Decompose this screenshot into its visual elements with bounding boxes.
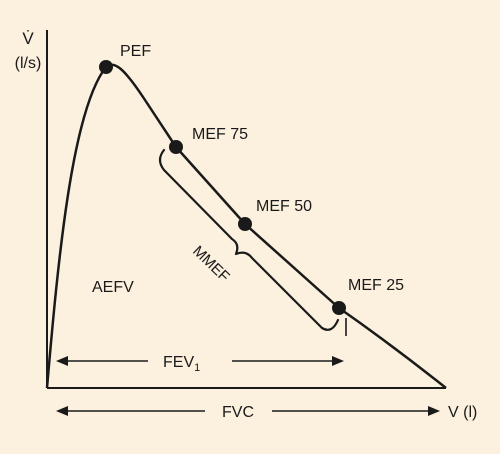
mef75-label: MEF 75 [192, 126, 248, 143]
mef75-point [169, 140, 183, 154]
mef25-label: MEF 25 [348, 277, 404, 294]
pef-point [99, 60, 113, 74]
pef-label: PEF [120, 43, 151, 60]
fev1-label-subscript: 1 [194, 362, 200, 374]
fvc-arrow-right-head [428, 406, 440, 416]
fev1-arrow-left-head [56, 356, 68, 366]
mmef-label: MMEF [189, 243, 233, 286]
y-axis-unit: (l/s) [15, 55, 42, 72]
mef25-point [332, 301, 346, 315]
fev1-arrow-right-head [332, 356, 344, 366]
fev1-label: FEV1 [163, 354, 200, 374]
y-axis-symbol: V̇ [22, 29, 34, 48]
mef50-point [238, 217, 252, 231]
fvc-label: FVC [222, 404, 254, 421]
aefv-label: AEFV [92, 279, 134, 296]
mef50-label: MEF 50 [256, 198, 312, 215]
fvc-arrow-left-head [56, 406, 68, 416]
mmef-brace [158, 148, 340, 331]
x-axis-label: V (l) [448, 404, 477, 421]
fev1-label-base: FEV [163, 354, 194, 371]
